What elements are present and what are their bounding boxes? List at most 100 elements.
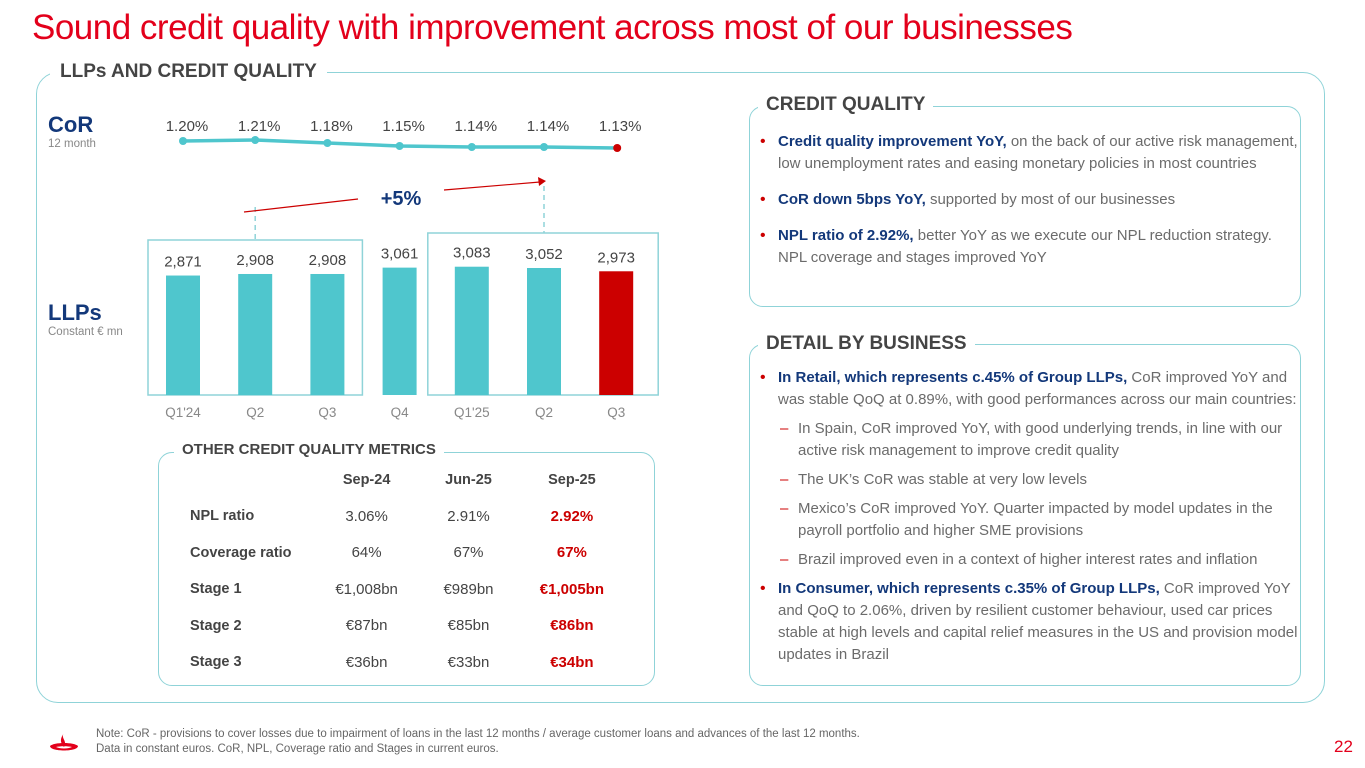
cor-value-label: 1.14% <box>455 118 498 135</box>
list-subitem: The UK’s CoR was stable at very low leve… <box>758 469 1298 491</box>
cor-value-label: 1.14% <box>527 118 570 135</box>
x-tick-label: Q3 <box>607 405 625 420</box>
bar <box>238 273 273 395</box>
cor-value-label: 1.20% <box>166 118 209 135</box>
table-row: Stage 2 €87bn €85bn €86bn <box>190 608 630 645</box>
cell-value: €87bn <box>345 617 388 635</box>
llps-cor-chart: +5% 2,871 Q1'24 2,908 Q2 2,908 Q3 3,061 Q4 3,083 Q… <box>147 118 659 420</box>
llps-credit-quality-panel <box>36 72 1325 703</box>
row-label: Stage 3 <box>190 654 242 671</box>
other-metrics-heading: OTHER CREDIT QUALITY METRICS <box>174 441 444 458</box>
cor-point <box>179 137 187 145</box>
table-row: Stage 1 €1,008bn €989bn €1,005bn <box>190 571 630 608</box>
list-subitem: In Spain, CoR improved YoY, with good un… <box>758 418 1298 462</box>
bullet-text: better YoY as we execute our NPL reducti… <box>778 227 1272 266</box>
list-item: In Consumer, which represents c.35% of G… <box>758 578 1298 666</box>
cell-value-current: €34bn <box>550 653 594 671</box>
bar <box>382 267 417 395</box>
table-row: NPL ratio 3.06% 2.91% 2.92% <box>190 498 630 535</box>
page-title: Sound credit quality with improvement ac… <box>32 8 1073 47</box>
bullet-text: CoR improved YoY and was stable QoQ at 0… <box>778 369 1297 408</box>
footnote-line: Data in constant euros. CoR, NPL, Covera… <box>96 743 499 755</box>
cor-point <box>613 144 622 152</box>
bullet-text: on the back of our active risk managemen… <box>778 133 1298 172</box>
cor-point <box>251 136 260 144</box>
list-item: Credit quality improvement YoY, on the b… <box>758 131 1298 175</box>
page-number: 22 <box>1334 737 1353 756</box>
table-row: Coverage ratio 64% 67% 67% <box>190 535 630 572</box>
cell-value-current: 2.92% <box>550 507 594 525</box>
section-heading: LLPs AND CREDIT QUALITY <box>50 61 327 83</box>
column-header: Jun-25 <box>445 472 492 488</box>
detail-by-business-list: In Retail, which represents c.45% of Gro… <box>758 367 1298 666</box>
credit-quality-list: Credit quality improvement YoY, on the b… <box>758 131 1298 283</box>
bar-value-label: 3,052 <box>525 246 563 263</box>
growth-annotation: +5% <box>381 188 422 210</box>
santander-flame-icon <box>50 733 78 751</box>
cell-value: 2.91% <box>447 507 490 525</box>
cell-value-current: €86bn <box>550 617 594 635</box>
bar-value-label: 3,061 <box>381 246 419 263</box>
growth-arrow-head <box>538 177 546 186</box>
cell-value: €85bn <box>447 617 490 635</box>
credit-quality-heading: CREDIT QUALITY <box>758 94 934 116</box>
cor-point <box>323 139 332 147</box>
list-item: In Retail, which represents c.45% of Gro… <box>758 367 1298 411</box>
cor-sublabel: 12 month <box>48 138 96 150</box>
bar-value-label: 2,908 <box>309 252 347 269</box>
llps-sublabel: Constant € mn <box>48 326 123 338</box>
credit-quality-panel <box>749 106 1301 307</box>
column-header: Sep-25 <box>548 472 596 488</box>
column-header-blank <box>190 462 310 498</box>
bullet-bold: In Consumer, which represents c.35% of G… <box>778 580 1160 597</box>
x-tick-label: Q4 <box>391 405 410 420</box>
table-row: Stage 3 €36bn €33bn €34bn <box>190 644 630 681</box>
cell-value: 67% <box>453 544 484 562</box>
detail-by-business-heading: DETAIL BY BUSINESS <box>758 333 975 355</box>
cor-value-label: 1.18% <box>310 118 353 135</box>
cell-value: 64% <box>351 544 382 562</box>
bullet-bold: In Retail, which represents c.45% of Gro… <box>778 369 1128 386</box>
bullet-bold: NPL ratio of 2.92%, <box>778 227 914 244</box>
x-tick-label: Q1'24 <box>165 405 201 420</box>
x-tick-label: Q1'25 <box>454 405 490 420</box>
bar-value-label: 2,908 <box>236 252 274 269</box>
row-label: Stage 1 <box>190 581 242 598</box>
list-subitem: Brazil improved even in a context of hig… <box>758 549 1298 571</box>
x-tick-label: Q2 <box>246 405 264 420</box>
bar-value-label: 2,973 <box>597 249 635 266</box>
bar <box>454 266 489 395</box>
row-label: Stage 2 <box>190 617 242 634</box>
bar-value-label: 2,871 <box>164 254 202 271</box>
detail-by-business-panel <box>749 344 1301 686</box>
metrics-table: Sep-24 Jun-25 Sep-25 NPL ratio 3.06% 2.9… <box>190 462 630 681</box>
bullet-text: CoR improved YoY and QoQ to 2.06%, drive… <box>778 580 1298 663</box>
cell-value: €1,008bn <box>335 580 398 598</box>
cell-value-current: 67% <box>556 544 587 562</box>
footnote-line: Note: CoR - provisions to cover losses d… <box>96 728 860 740</box>
cell-value: €989bn <box>443 580 494 598</box>
footnote: Note: CoR - provisions to cover losses d… <box>96 727 860 757</box>
bullet-text: supported by most of our businesses <box>925 191 1176 208</box>
bullet-bold: Credit quality improvement YoY, <box>778 133 1007 150</box>
cell-value: 3.06% <box>345 507 388 525</box>
list-item: CoR down 5bps YoY, supported by most of … <box>758 189 1298 211</box>
cor-point <box>395 142 404 150</box>
cell-value: €33bn <box>447 653 490 671</box>
table-header-row: Sep-24 Jun-25 Sep-25 <box>190 462 630 498</box>
row-label: Coverage ratio <box>190 544 292 561</box>
growth-arrow-line <box>443 181 541 191</box>
bar <box>599 271 634 395</box>
list-subitem: Mexico’s CoR improved YoY. Quarter impac… <box>758 498 1298 542</box>
row-label: NPL ratio <box>190 508 255 525</box>
cell-value-current: €1,005bn <box>539 580 604 598</box>
bullet-bold: CoR down 5bps YoY, <box>778 191 926 208</box>
bar <box>166 275 200 395</box>
cor-point <box>540 143 548 151</box>
bar <box>527 267 561 395</box>
column-header: Sep-24 <box>342 472 391 488</box>
bar-value-label: 3,083 <box>453 245 491 262</box>
x-tick-label: Q2 <box>535 405 553 420</box>
cor-value-label: 1.13% <box>599 118 642 135</box>
growth-arrow-line <box>243 198 359 213</box>
